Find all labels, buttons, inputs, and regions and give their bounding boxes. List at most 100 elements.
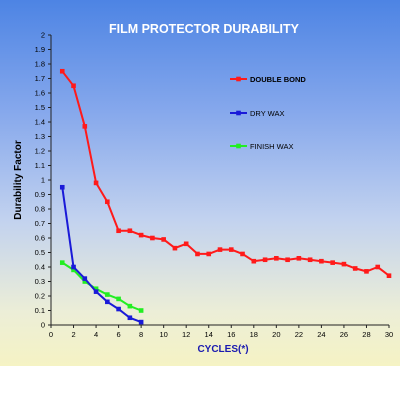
y-tick-label: 1.7 [35, 74, 45, 83]
data-point [228, 247, 234, 252]
series-double-bond [59, 68, 392, 278]
y-tick-label: 1.3 [35, 132, 45, 141]
y-tick-label: 0.7 [35, 219, 45, 228]
data-point [105, 199, 110, 205]
y-tick-label: 1.9 [35, 45, 45, 54]
data-point [93, 286, 99, 292]
data-point [183, 241, 189, 247]
x-tick-label: 2 [71, 330, 75, 339]
data-point [71, 264, 76, 270]
data-point [319, 258, 324, 264]
y-axis-label: Durability Factor [13, 140, 24, 220]
y-tick-label: 0.8 [35, 205, 45, 214]
data-point [138, 319, 144, 325]
x-tick-label: 16 [227, 330, 235, 339]
y-tick-label: 1.6 [35, 89, 45, 98]
x-tick-label: 6 [117, 330, 121, 339]
series-line [61, 187, 142, 324]
chart-title: FILM PROTECTOR DURABILITY [109, 22, 300, 36]
data-point [150, 235, 155, 241]
data-point [386, 273, 392, 278]
data-point [251, 258, 257, 264]
data-point [206, 251, 212, 257]
y-tick-label: 0.6 [35, 234, 45, 243]
y-tick-label: 1.8 [35, 60, 45, 69]
data-point [59, 260, 65, 265]
data-point [364, 269, 369, 274]
data-point [285, 257, 290, 263]
x-tick-label: 8 [139, 330, 143, 339]
data-point [127, 228, 133, 234]
y-tick-label: 1.5 [35, 103, 45, 112]
data-point [82, 276, 88, 281]
x-tick-label: 20 [272, 330, 280, 339]
x-tick-label: 12 [182, 330, 190, 339]
data-point [240, 251, 245, 257]
data-point [105, 299, 110, 305]
x-tick-label: 28 [362, 330, 370, 339]
x-tick-label: 14 [205, 330, 213, 339]
legend-marker [236, 110, 241, 116]
series-finish-wax [59, 260, 144, 313]
legend-item: DRY WAX [230, 109, 284, 118]
x-tick-label: 18 [250, 330, 258, 339]
data-point [138, 308, 144, 313]
y-tick-label: 0 [41, 321, 45, 330]
x-tick-label: 30 [385, 330, 393, 339]
data-point [82, 124, 88, 129]
data-point [195, 251, 200, 257]
data-point [71, 83, 76, 89]
y-tick-label: 0.9 [35, 190, 45, 199]
y-tick-label: 0.2 [35, 292, 45, 301]
series-dry-wax [59, 184, 144, 325]
data-point [341, 261, 347, 267]
x-tick-label: 10 [159, 330, 167, 339]
data-point [116, 296, 121, 302]
data-point [330, 260, 335, 265]
data-point [352, 266, 358, 271]
y-tick-label: 0.1 [35, 306, 45, 315]
data-point [82, 279, 88, 284]
y-tick-label: 1 [41, 176, 45, 185]
x-axis-label: CYCLES(*) [197, 344, 248, 355]
x-tick-label: 26 [340, 330, 348, 339]
data-point [71, 267, 76, 273]
y-tick-label: 2 [41, 31, 45, 40]
y-tick-label: 1.1 [35, 161, 45, 170]
data-point [307, 257, 313, 263]
data-point [59, 68, 65, 74]
data-point [127, 315, 133, 321]
x-tick-label: 4 [94, 330, 98, 339]
legend-item: DOUBLE BOND [230, 75, 306, 84]
footnote: (*) Simulation of a rainy period equival… [52, 377, 344, 387]
y-tick-label: 0.5 [35, 248, 45, 257]
series-line [61, 70, 390, 277]
legend-label: FINISH WAX [250, 142, 293, 151]
data-point [116, 228, 121, 234]
y-tick-label: 0.3 [35, 277, 45, 286]
y-tick-label: 1.2 [35, 147, 45, 156]
y-tick-label: 1.4 [35, 118, 45, 127]
data-point [138, 232, 144, 238]
data-point [172, 245, 178, 251]
data-point [93, 289, 99, 294]
legend-label: DRY WAX [250, 109, 284, 118]
x-tick-label: 0 [49, 330, 53, 339]
data-point [296, 256, 302, 261]
data-point [375, 264, 381, 270]
legend-marker [236, 76, 241, 82]
data-point [93, 180, 99, 186]
data-point [217, 247, 223, 252]
data-point [105, 292, 110, 297]
data-point [262, 257, 268, 263]
legend-label: DOUBLE BOND [250, 75, 306, 84]
legend-item: FINISH WAX [230, 142, 293, 151]
data-point [274, 256, 279, 261]
data-point [116, 306, 121, 312]
data-point [161, 237, 166, 242]
data-point [59, 184, 65, 190]
legend-marker [236, 143, 241, 149]
y-tick-label: 0.4 [35, 263, 45, 272]
